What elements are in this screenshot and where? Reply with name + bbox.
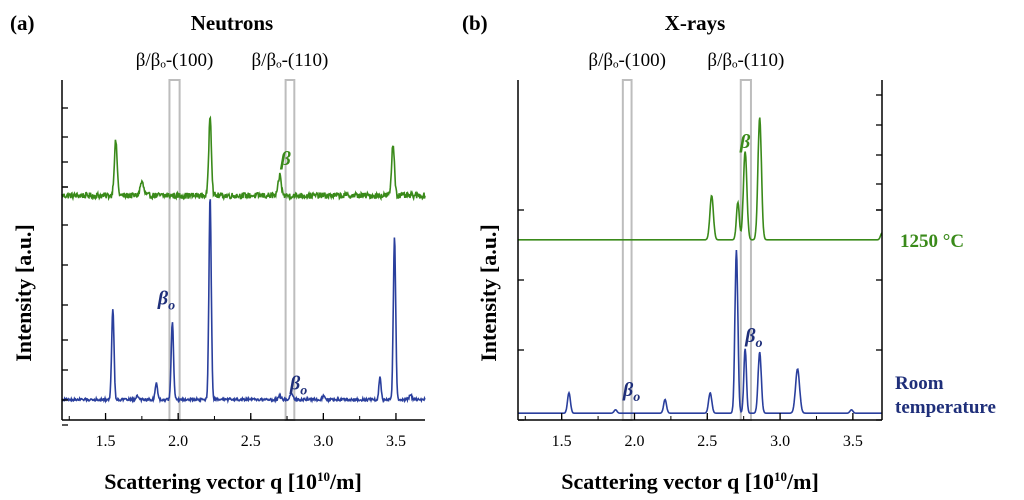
panel-a-xlabel: Scattering vector q [1010/m] [104,469,362,494]
panel-b-xlabel: Scattering vector q [1010/m] [561,469,819,494]
series-label-temperature: temperature [895,397,996,418]
x-tick-label: 1.5 [96,433,116,450]
panel-a-annotations: β βo βo [157,148,307,398]
panel-a: (a) Neutrons β/βₒ-(100) β/βₒ-(110) ββoβo … [10,11,426,494]
panel-b-letter: (b) [462,11,488,35]
series-line-room-temp [518,249,882,414]
panel-a-band-labels: β/βₒ-(100) β/βₒ-(110) [136,50,329,71]
x-tick-label: 2.0 [624,433,644,450]
panel-b-annotations: β βo βo [622,131,763,405]
x-tick-label: 2.5 [697,433,717,450]
peak-label-beta: β [279,148,291,170]
peak-label-beta-o-1: βo [622,379,640,405]
x-tick-label: 2.0 [168,433,188,450]
panel-a-title: Neutrons [191,11,273,35]
series-line-room-temp [61,199,426,404]
highlight-band-1 [621,79,633,421]
panel-a-letter: (a) [10,11,35,35]
band-label-1: β/βₒ-(100) [588,50,666,71]
panel-b-band-labels: β/βₒ-(100) β/βₒ-(110) [588,50,784,71]
panel-b-series-labels: 1250 °C Room temperature [895,231,996,418]
series-line-high-temp [61,115,426,202]
peak-label-beta-o-2: βo [289,372,307,398]
series-label-room: Room [895,373,944,394]
panel-a-series [61,115,426,404]
x-tick-label: 1.5 [552,433,572,450]
panel-b-ylabel: Intensity [a.u.] [476,224,501,362]
panel-b-title: X-rays [665,11,726,35]
panel-b: (b) X-rays β/βₒ-(100) β/βₒ-(110) β βo βo 1.… [462,11,996,494]
panel-b-axes [517,80,883,421]
panel-a-xticks: 1.5 2.0 2.5 3.0 3.5 [68,413,406,450]
peak-label-beta-o-1: βo [157,287,175,313]
panel-a-ylabel: Intensity [a.u.] [11,224,36,362]
series-line-high-temp [518,117,883,241]
panel-b-highlight-bands [621,79,752,421]
panel-b-xticks: 1.5 2.0 2.5 3.0 3.5 [524,413,863,450]
x-tick-label: 3.0 [770,433,790,450]
peak-label-beta-o-2: βo [744,325,762,351]
band-label-2: β/βₒ-(110) [707,50,784,71]
peak-label-beta: β [739,131,751,153]
panel-a-axes [61,80,425,426]
band-label-2: β/βₒ-(110) [252,50,329,71]
x-tick-label: 3.5 [843,433,863,450]
x-tick-label: 2.5 [241,433,261,450]
x-tick-label: 3.5 [386,433,406,450]
series-label-1250c: 1250 °C [900,231,964,252]
band-label-1: β/βₒ-(100) [136,50,214,71]
panel-b-series [518,117,883,414]
highlight-band-2 [284,79,296,421]
x-tick-label: 3.0 [313,433,333,450]
panel-a-highlight-bands [168,79,296,421]
